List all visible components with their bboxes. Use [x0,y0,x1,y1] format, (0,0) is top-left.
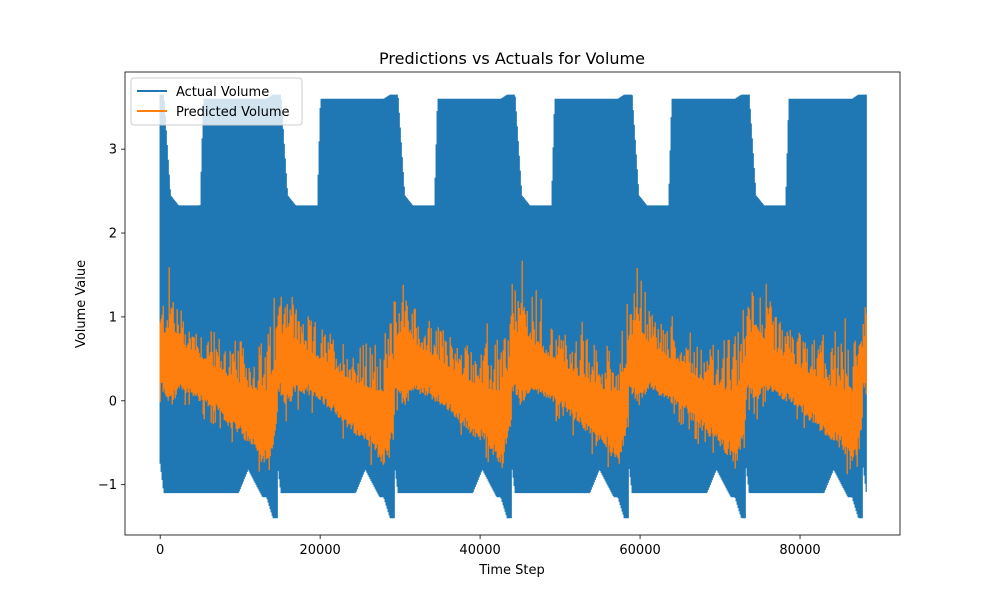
y-tick-label: 2 [109,227,117,242]
x-axis-label: Time Step [478,563,545,578]
series-layer [159,94,867,519]
x-tick-label: 60000 [619,543,660,558]
y-axis-label: Volume Value [74,260,89,348]
legend: Actual Volume Predicted Volume [130,77,303,126]
legend-label-predicted: Predicted Volume [176,105,290,120]
y-tick-label: 1 [109,310,117,325]
x-tick-label: 20000 [299,543,340,558]
legend-label-actual: Actual Volume [176,85,269,100]
series-predicted-volume [159,260,867,475]
axes-frame [124,71,901,536]
legend-box [130,77,303,126]
x-tick-label: 40000 [459,543,500,558]
y-tick-label: −1 [98,478,117,493]
x-tick-label: 0 [156,543,164,558]
ticks-layer: 0 20000 40000 60000 80000 −1 0 1 2 3 [98,143,821,558]
y-tick-label: 3 [109,143,117,158]
x-tick-label: 80000 [779,543,820,558]
y-tick-label: 0 [109,394,117,409]
chart-title: Predictions vs Actuals for Volume [379,49,645,68]
